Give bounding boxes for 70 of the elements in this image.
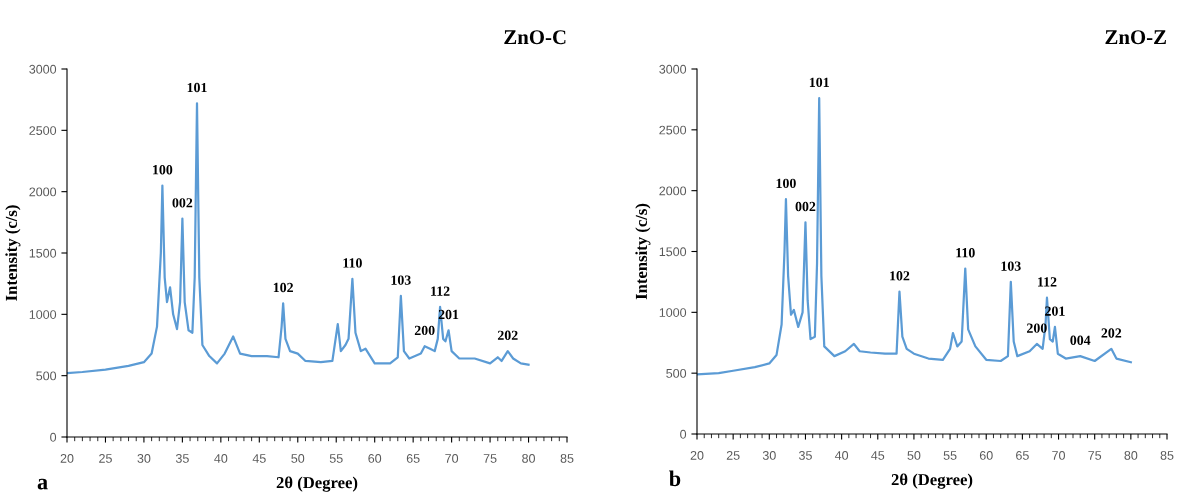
x-tick-label: 50 (907, 451, 921, 460)
x-tick-label: 30 (762, 451, 776, 460)
x-tick-label: 70 (1052, 451, 1065, 460)
annotation: 202 (1101, 328, 1122, 338)
x-tick-label: 65 (1016, 451, 1029, 460)
x-tick-label: 40 (834, 451, 849, 460)
annotation: 112 (1038, 277, 1057, 287)
annotation: 101 (187, 82, 207, 93)
x-tick-label: 20 (690, 451, 704, 460)
x-tick-label: 85 (1160, 451, 1174, 460)
annotation: 110 (956, 248, 975, 258)
annotation: 103 (1001, 261, 1021, 271)
annotation: 110 (343, 258, 362, 268)
annotation: 101 (809, 77, 829, 88)
chart-title: ZnO-Z (1105, 30, 1166, 45)
annotation: 002 (172, 198, 193, 208)
line-series (697, 97, 1132, 376)
x-tick-label: 45 (252, 454, 266, 463)
x-tick-label: 85 (560, 454, 574, 463)
x-tick-label: 20 (60, 454, 74, 463)
x-axis-title: 2θ (Degree) (276, 476, 358, 492)
x-tick-label: 70 (445, 454, 459, 463)
x-tick-label: 35 (798, 451, 812, 460)
chart-title: ZnO-C (504, 30, 566, 45)
line-series (67, 102, 530, 375)
x-tick-label: 45 (871, 451, 885, 460)
text: b (669, 470, 681, 487)
y-tick-label: 1500 (659, 247, 687, 257)
x-tick-label: 55 (329, 454, 343, 463)
annotation: 112 (431, 286, 450, 296)
annotation: 100 (153, 165, 173, 175)
y-tick-label: 3000 (29, 64, 57, 74)
x-tick-label: 80 (522, 454, 535, 463)
x-tick-label: 40 (214, 454, 228, 463)
y-tick-label: 500 (36, 371, 57, 381)
y-tick-label: 0 (50, 432, 57, 442)
y-tick-label: 1500 (29, 248, 57, 258)
text: a (37, 478, 48, 490)
x-tick-label: 75 (1088, 451, 1102, 460)
annotation: 102 (890, 271, 910, 281)
y-axis-title: Intensity (c/s) (635, 203, 651, 300)
y-tick-label: 2000 (659, 186, 687, 196)
annotation: 004 (1070, 335, 1091, 345)
x-tick-label: 35 (175, 454, 189, 463)
y-tick-label: 2500 (659, 125, 687, 135)
x-axis-title: 2θ (Degree) (891, 473, 973, 489)
y-tick-label: 2000 (29, 187, 57, 197)
x-tick-label: 25 (726, 451, 740, 460)
x-tick-label: 80 (1124, 451, 1138, 460)
x-tick-label: 50 (291, 454, 305, 463)
x-tick-label: 60 (368, 454, 382, 463)
x-tick-label: 30 (137, 454, 151, 463)
x-tick-label: 75 (483, 454, 497, 463)
x-tick-label: 60 (979, 451, 993, 460)
annotation: 202 (497, 330, 518, 340)
annotation: 103 (391, 275, 411, 285)
y-tick-label: 0 (680, 429, 687, 439)
x-tick-label: 65 (406, 454, 420, 463)
annotation: 100 (776, 178, 796, 189)
x-tick-label: 55 (943, 451, 957, 460)
y-axis-title: Intensity (c/s) (5, 205, 21, 301)
y-tick-label: 1000 (29, 310, 57, 319)
annotation: 102 (273, 282, 293, 293)
y-tick-label: 500 (666, 368, 687, 378)
x-tick-label: 25 (99, 454, 112, 463)
y-tick-label: 1000 (659, 308, 687, 317)
annotation: 200 (414, 325, 435, 336)
annotation: 002 (795, 201, 816, 212)
y-tick-label: 3000 (659, 64, 687, 74)
y-tick-label: 2500 (29, 126, 57, 135)
